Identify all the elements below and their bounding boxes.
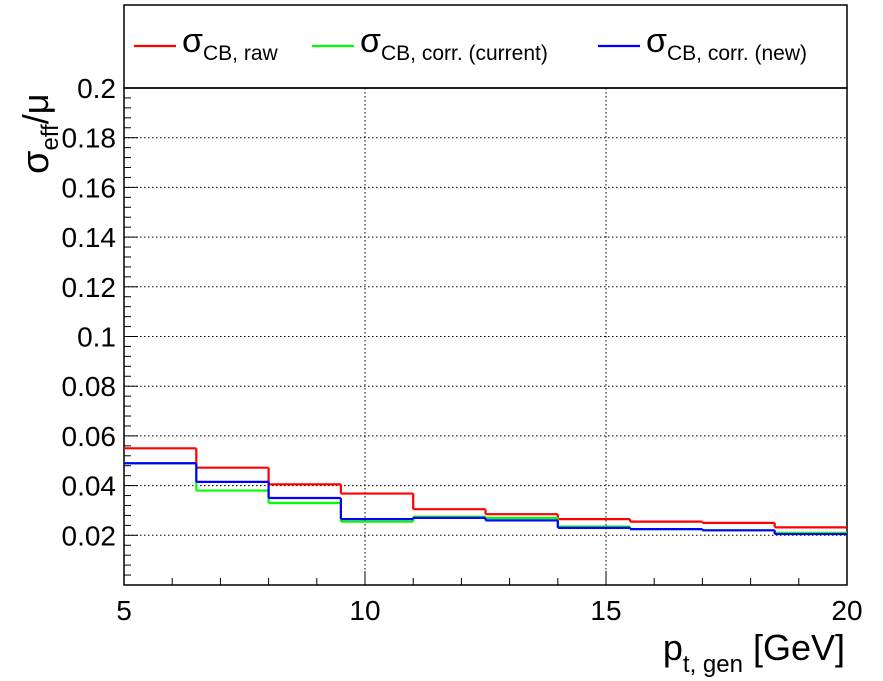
series-group [124, 447, 847, 536]
legend-entry: σCB, raw [134, 22, 278, 65]
x-tick-label: 5 [116, 595, 132, 626]
legend-entry: σCB, corr. (current) [312, 22, 548, 65]
y-tick-label: 0.16 [62, 172, 117, 203]
y-tick-label: 0.1 [77, 322, 116, 353]
y-tick-label: 0.12 [62, 272, 117, 303]
series-1 [124, 447, 847, 529]
tick-labels: 5 10 15 20 0.02 0.04 0.06 0.08 0.1 0.12 0.14 0.16 0.… [62, 73, 863, 626]
grid [124, 88, 847, 585]
legend: σCB, raw σCB, corr. (current) σCB, corr. (… [134, 22, 807, 65]
x-tick-label: 15 [590, 595, 621, 626]
axis-ticks [123, 87, 848, 586]
y-tick-label: 0.08 [62, 371, 117, 402]
y-tick-label: 0.2 [77, 73, 116, 104]
y-tick-label: 0.06 [62, 421, 117, 452]
legend-label: σCB, corr. (new) [646, 22, 807, 65]
legend-box [123, 4, 848, 89]
legend-label: σCB, corr. (current) [360, 22, 548, 65]
x-tick-label: 20 [831, 595, 862, 626]
y-axis-title: σeff/μ [15, 94, 64, 174]
series-3 [124, 462, 847, 536]
legend-label: σCB, raw [182, 22, 278, 65]
y-tick-label: 0.04 [62, 471, 117, 502]
y-tick-label: 0.02 [62, 520, 117, 551]
legend-entry: σCB, corr. (new) [598, 22, 807, 65]
x-axis-title: pt, gen [GeV] [663, 627, 845, 678]
y-tick-label: 0.18 [62, 123, 117, 154]
y-tick-label: 0.14 [62, 222, 117, 253]
x-tick-label: 10 [349, 595, 380, 626]
